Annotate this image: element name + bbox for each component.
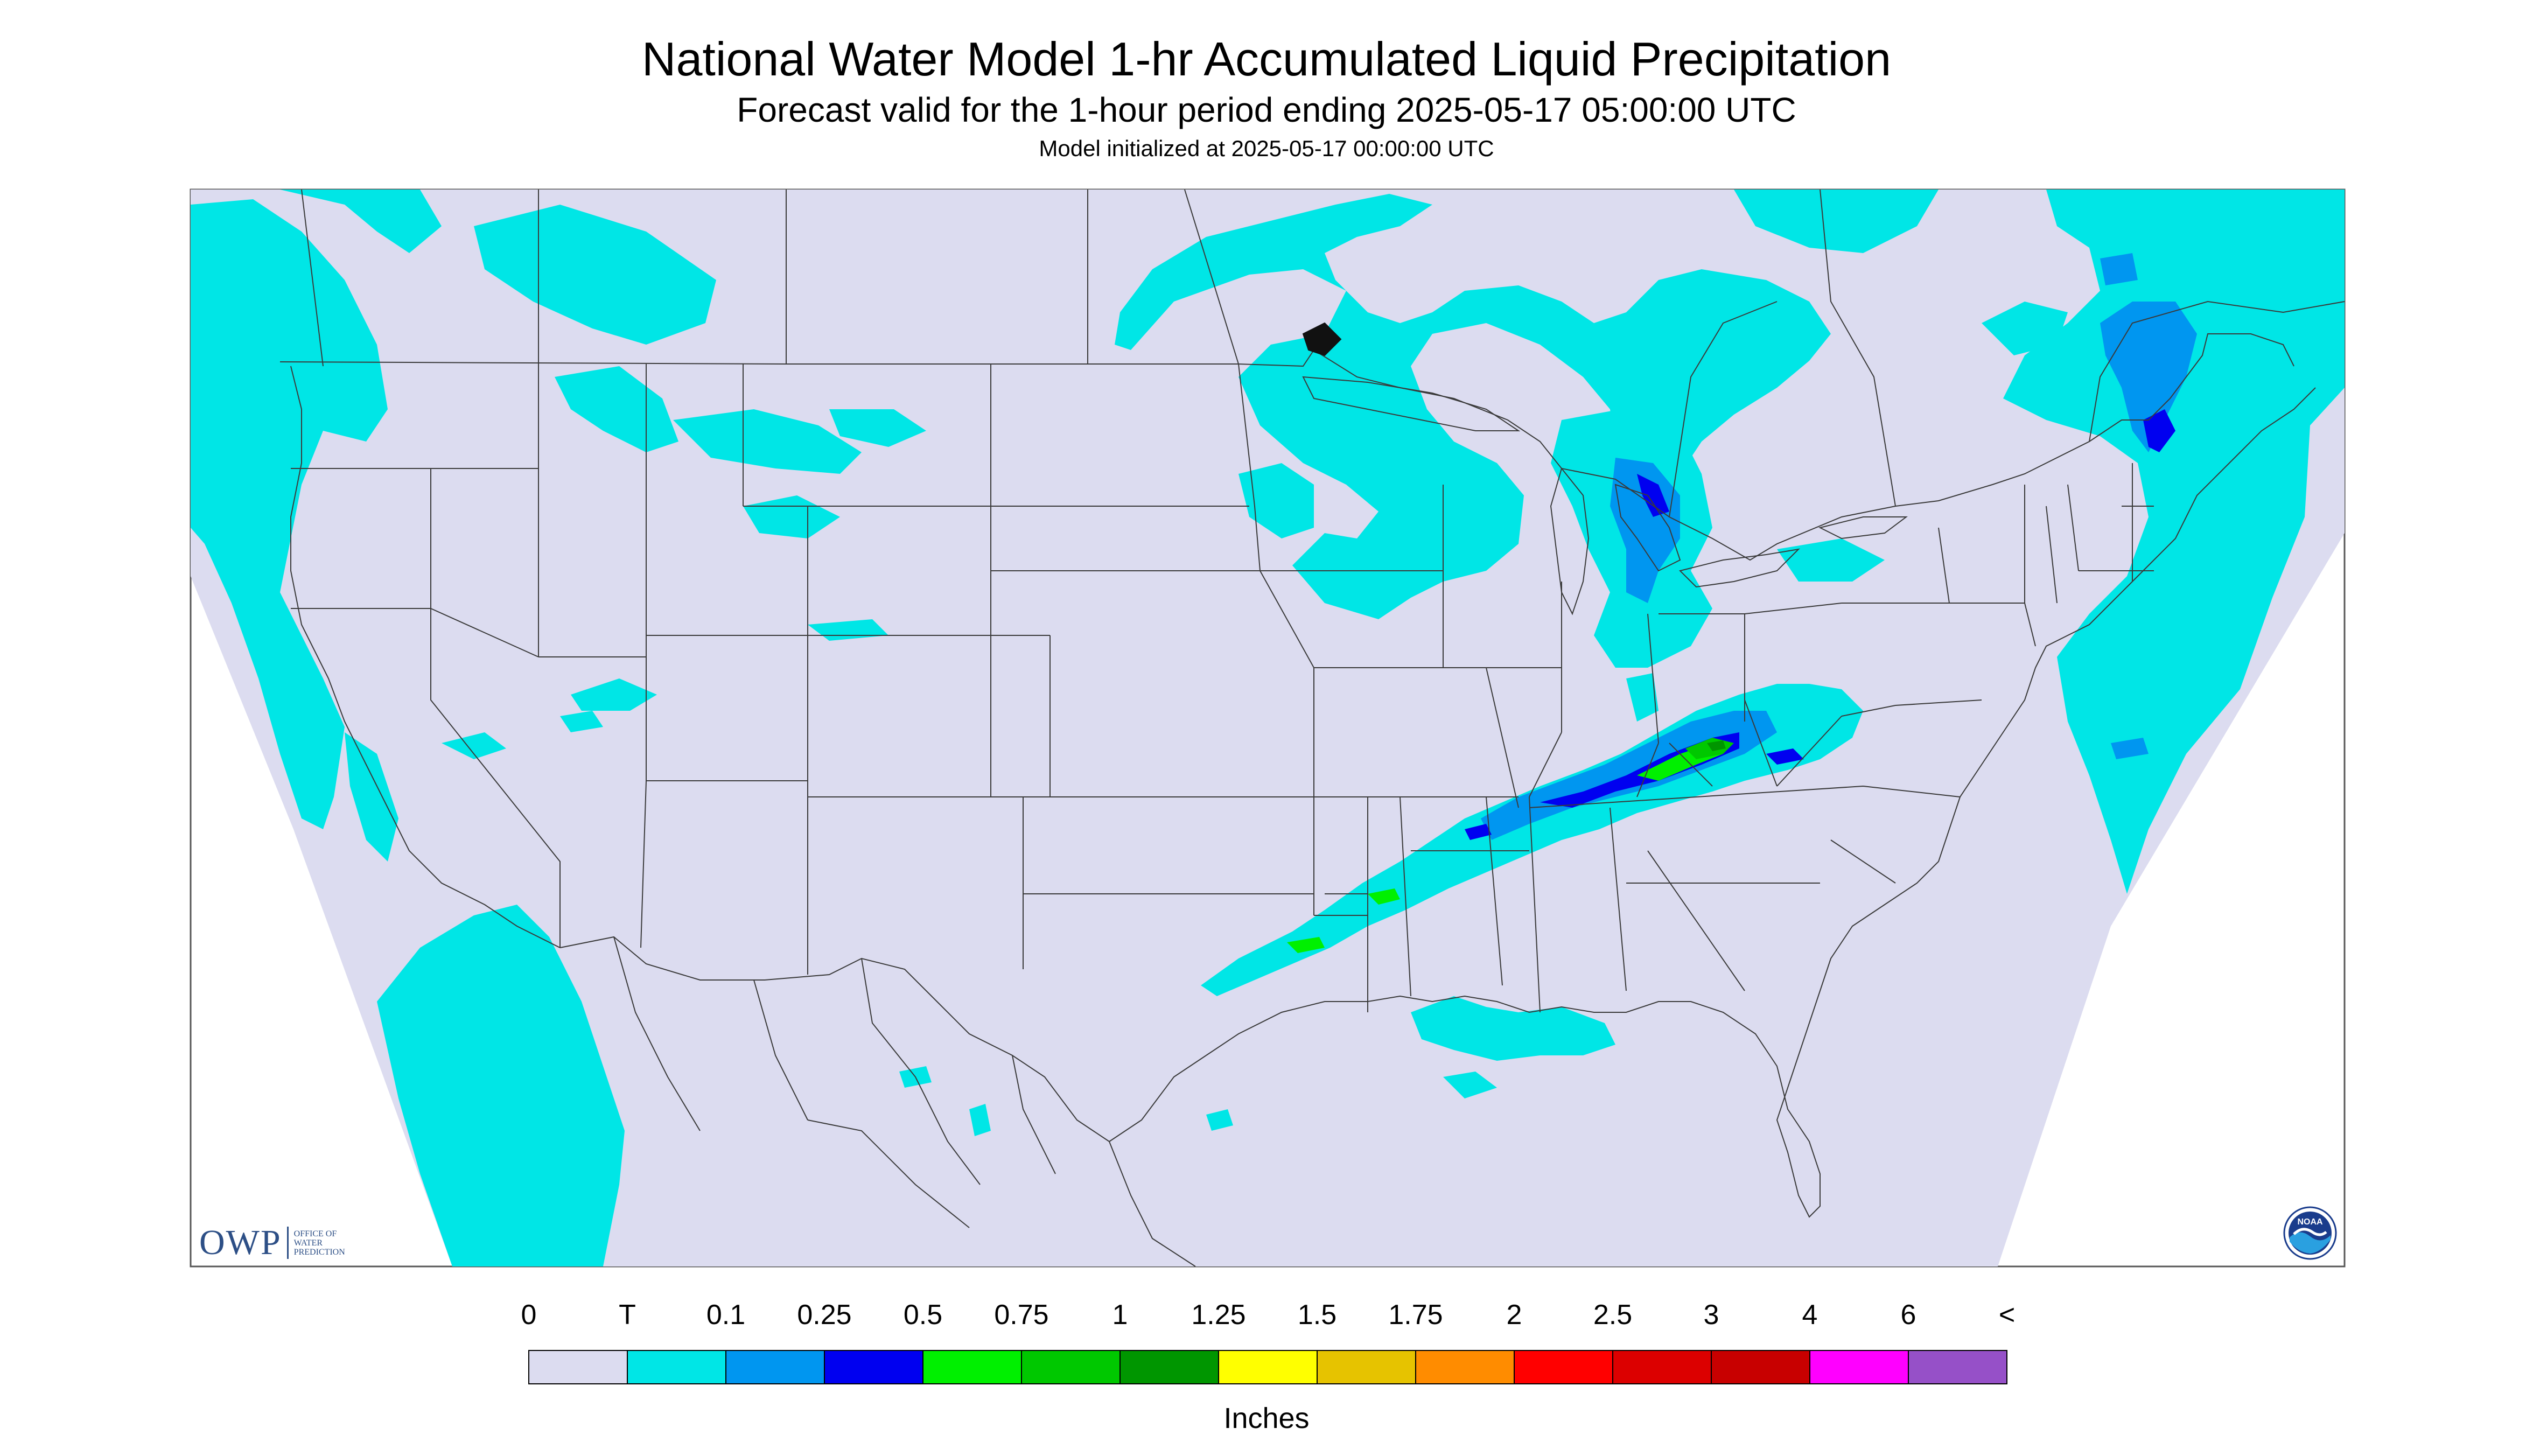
colorbar-tick-label: 0 (521, 1299, 537, 1331)
us-canada-border (279, 333, 2294, 561)
precip-0.25-va (1766, 748, 1804, 765)
precip-area-idaho (555, 366, 678, 452)
us-mexico-border (559, 936, 1207, 1143)
lake-winnipeg (1302, 322, 1342, 356)
colorbar-tick-label: 0.5 (903, 1299, 943, 1331)
precip-area-gulf-offshore (1443, 1072, 1497, 1098)
precip-area-mexico-2 (969, 1104, 991, 1136)
chart-title: National Water Model 1-hr Accumulated Li… (641, 32, 1892, 86)
state-lines-east (1529, 463, 2154, 991)
precip-0.1-new-england (2100, 302, 2197, 452)
chart-subtitle: Forecast valid for the 1-hour period end… (737, 90, 1796, 129)
owp-logo: OWP OFFICE OF WATER PREDICTION (199, 1222, 345, 1263)
lake-ontario (1818, 516, 1908, 540)
colorbar-swatch (1415, 1350, 1515, 1384)
precip-area-baja-pacific (377, 905, 625, 1266)
precip-area-nevada-1 (442, 732, 506, 759)
precip-area-quebec (1982, 302, 2068, 355)
precip-area-texas-south (1206, 1109, 1233, 1131)
colorbar-swatch (1809, 1350, 1909, 1384)
precip-area-montana (673, 409, 862, 474)
colorbar-swatch (1218, 1350, 1318, 1384)
colorbar-tick-label: 2.5 (1593, 1299, 1633, 1331)
precip-0.25-michigan (1637, 474, 1669, 517)
owp-logo-text: OFFICE OF WATER PREDICTION (293, 1229, 345, 1257)
colorbar-tick-label: 0.75 (994, 1299, 1049, 1331)
colorbar-swatch (1021, 1350, 1121, 1384)
canada-interior (301, 189, 2345, 517)
precip-area-north-dakota (829, 409, 926, 447)
colorbar-tick-label: 4 (1802, 1299, 1818, 1331)
owp-logo-divider (286, 1227, 289, 1259)
precip-1-frontal (1707, 740, 1726, 751)
precip-area-montana-north (474, 205, 716, 345)
colorbar-swatch (725, 1350, 825, 1384)
colorbar-swatch (824, 1350, 923, 1384)
precip-area-indiana (1626, 673, 1659, 722)
west-coastline (290, 366, 561, 948)
noaa-logo-text: NOAA (2297, 1217, 2323, 1227)
precipitation-heavy-layer (1287, 253, 2197, 953)
colorbar-tick-label: 1.25 (1191, 1299, 1246, 1331)
precip-0.5-texas (1287, 937, 1325, 953)
precip-area-california (345, 732, 398, 862)
mexico-interior (613, 936, 1196, 1267)
colorbar-tick-label: T (619, 1299, 636, 1331)
precip-area-minnesota (1238, 463, 1314, 538)
precip-area-new-england (2003, 190, 2345, 894)
colorbar (528, 1350, 2007, 1384)
precip-area-pacific-nw (191, 199, 388, 829)
precip-area-lake-erie (1777, 538, 1885, 582)
precip-area-idaho-south (571, 678, 657, 711)
colorbar-swatch (1119, 1350, 1219, 1384)
colorbar-swatch (1612, 1350, 1712, 1384)
noaa-logo-icon: NOAA (2283, 1206, 2337, 1260)
precip-area-nevada-2 (560, 711, 603, 732)
colorbar-tick-label: 0.25 (797, 1299, 852, 1331)
precip-area-gulf-coast (1411, 996, 1615, 1061)
state-lines-west (291, 364, 1325, 975)
precip-0.25-new-england (2143, 409, 2175, 452)
precip-area-bc-north (280, 190, 442, 253)
colorbar-tick-label: 3 (1703, 1299, 1719, 1331)
lake-superior (1302, 376, 1521, 431)
lake-michigan (1550, 467, 1590, 615)
precip-0.25-oklahoma (1465, 824, 1492, 840)
colorbar-swatch (627, 1350, 726, 1384)
colorbar-tick-label: 1.5 (1297, 1299, 1337, 1331)
colorbar-swatch (1711, 1350, 1810, 1384)
colorbar-swatch (1317, 1350, 1416, 1384)
colorbar-tick-label: < (1998, 1299, 2016, 1331)
precip-area-upper-midwest (1115, 194, 1831, 619)
colorbar-swatch (528, 1350, 628, 1384)
colorbar-tick-label: 0.1 (706, 1299, 746, 1331)
lake-erie (1679, 548, 1800, 588)
colorbar-tick-label: 6 (1900, 1299, 1916, 1331)
colorbar-swatch (922, 1350, 1022, 1384)
precip-0.1-quebec (2100, 253, 2138, 285)
colorbar-tick-label: 1.75 (1388, 1299, 1443, 1331)
lake-huron (1614, 484, 1681, 572)
political-boundaries (279, 189, 2345, 1267)
colorbar-swatch (1908, 1350, 2007, 1384)
colorbar-tick-label: 2 (1506, 1299, 1522, 1331)
precip-0.1-ne-coast (2111, 738, 2149, 759)
model-init-time: Model initialized at 2025-05-17 00:00:00… (1039, 136, 1494, 161)
owp-logo-mark: OWP (199, 1223, 282, 1262)
colorbar-swatch (1514, 1350, 1613, 1384)
precip-0.5-arkansas (1368, 888, 1400, 905)
colorbar-units: Inches (1223, 1402, 1310, 1434)
colorbar-tick-label: 1 (1112, 1299, 1128, 1331)
precip-0.1-michigan (1610, 458, 1680, 603)
state-lines-central (1238, 363, 1745, 1013)
precip-area-quebec-north (1734, 190, 1939, 253)
